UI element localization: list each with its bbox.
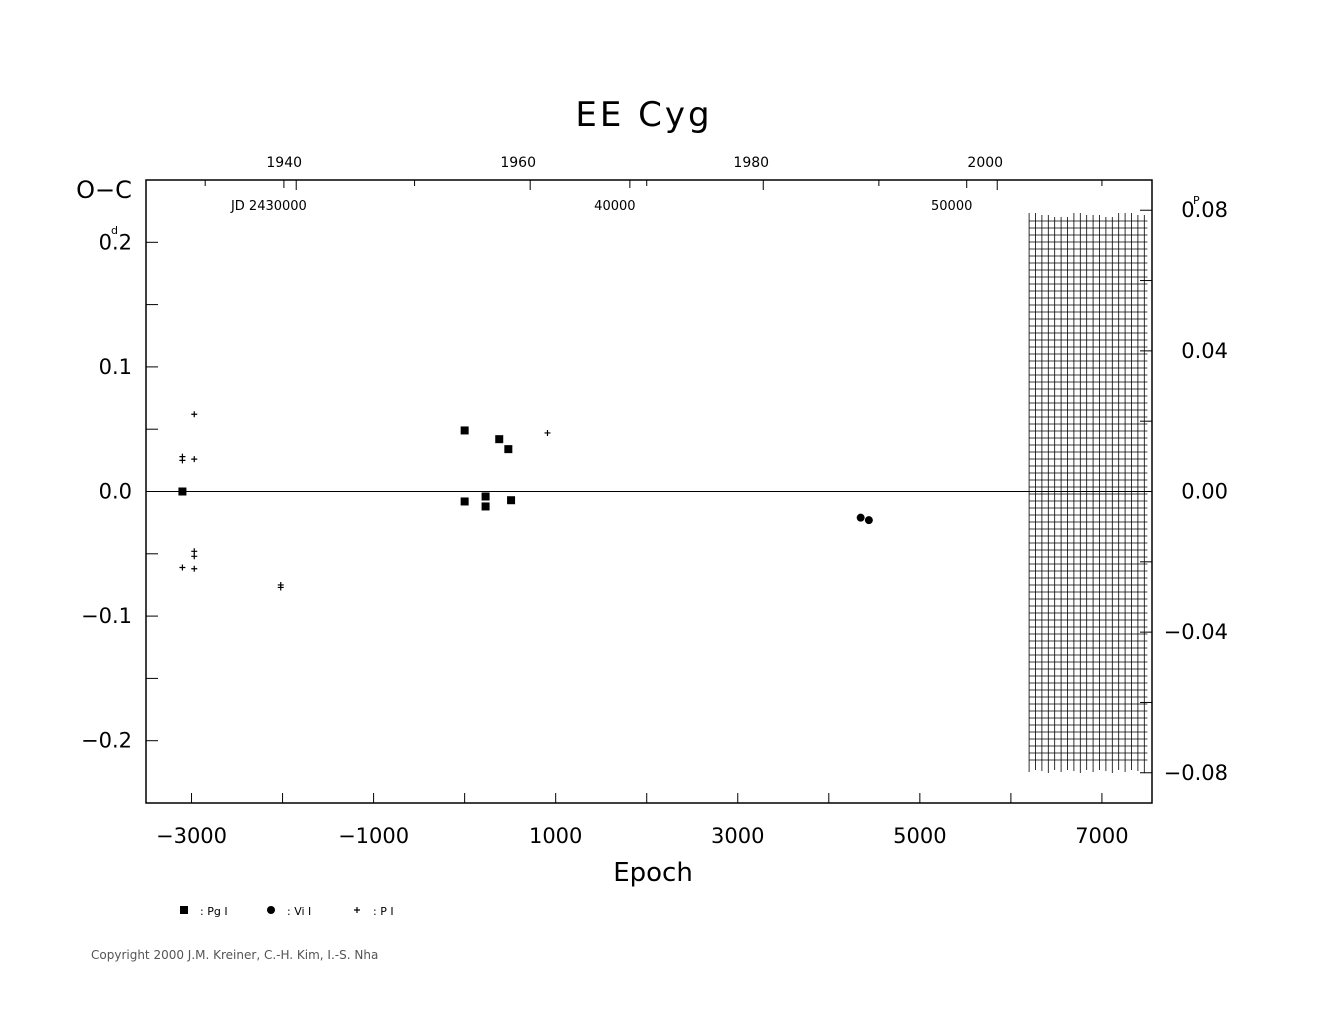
x-tick-label: −1000 bbox=[338, 824, 409, 848]
top-year-label: 1960 bbox=[500, 155, 536, 171]
y-tick-label: 0.1 bbox=[99, 355, 132, 379]
right-tick-label: 0.00 bbox=[1181, 480, 1228, 504]
right-tick-label: −0.08 bbox=[1164, 761, 1228, 785]
data-points bbox=[178, 411, 873, 591]
y-axis-label: O−C bbox=[76, 176, 132, 204]
x-tick-label: 7000 bbox=[1075, 824, 1128, 848]
right-unit-label: P bbox=[1193, 194, 1200, 207]
data-point-p bbox=[179, 457, 186, 464]
data-point-pg bbox=[460, 426, 469, 435]
legend-marker-square bbox=[180, 906, 188, 914]
top-year-label: 1940 bbox=[266, 155, 302, 171]
x-tick-label: 1000 bbox=[529, 824, 582, 848]
right-tick-label: 0.04 bbox=[1181, 339, 1228, 363]
legend-marker-plus bbox=[354, 907, 360, 913]
data-point-pg bbox=[178, 487, 187, 496]
data-point-vi bbox=[856, 513, 865, 522]
top-year-label: 2000 bbox=[967, 155, 1003, 171]
top-jd-label: 50000 bbox=[931, 199, 972, 214]
axes-ticks: −3000 −1000 1000 3000 5000 7000 0.2 0.1 0.0 −0.1 −… bbox=[81, 155, 1228, 848]
data-point-pg bbox=[460, 497, 469, 506]
legend: : Pg I : Vi I : P I bbox=[180, 905, 394, 918]
y-tick-label: −0.2 bbox=[81, 729, 132, 753]
y-tick-label: −0.1 bbox=[81, 604, 132, 628]
y-tick-label: 0.2 bbox=[99, 230, 132, 254]
x-tick-label: 3000 bbox=[711, 824, 764, 848]
data-point-p bbox=[191, 411, 198, 418]
data-point-p bbox=[191, 456, 198, 463]
legend-label: : P I bbox=[373, 905, 394, 918]
data-point-p bbox=[277, 584, 284, 591]
top-jd-label: 40000 bbox=[594, 199, 635, 214]
data-point-p bbox=[191, 565, 198, 572]
data-point-pg bbox=[481, 492, 490, 501]
data-point-pg bbox=[507, 496, 516, 505]
data-point-pg bbox=[495, 435, 504, 444]
x-axis-label: Epoch bbox=[613, 858, 693, 888]
legend-label: : Pg I bbox=[200, 905, 228, 918]
grid-region bbox=[1028, 213, 1148, 773]
data-point-pg bbox=[504, 445, 513, 454]
x-tick-label: −3000 bbox=[156, 824, 227, 848]
y-tick-label: 0.0 bbox=[99, 480, 132, 504]
data-point-p bbox=[191, 553, 198, 560]
right-tick-label: −0.04 bbox=[1164, 620, 1228, 644]
chart-title: EE Cyg bbox=[575, 95, 712, 135]
x-tick-label: 5000 bbox=[893, 824, 946, 848]
copyright-note: Copyright 2000 J.M. Kreiner, C.-H. Kim, … bbox=[91, 948, 379, 962]
top-year-label: 1980 bbox=[733, 155, 769, 171]
top-jd-label: JD 2430000 bbox=[230, 199, 307, 214]
data-point-vi bbox=[864, 516, 873, 525]
data-point-p bbox=[179, 564, 186, 571]
y-unit-label: d bbox=[111, 224, 118, 237]
legend-label: : Vi I bbox=[287, 905, 311, 918]
data-point-pg bbox=[481, 502, 490, 511]
data-point-p bbox=[544, 429, 551, 436]
legend-marker-circle bbox=[267, 906, 275, 914]
right-tick-label: 0.08 bbox=[1181, 198, 1228, 222]
